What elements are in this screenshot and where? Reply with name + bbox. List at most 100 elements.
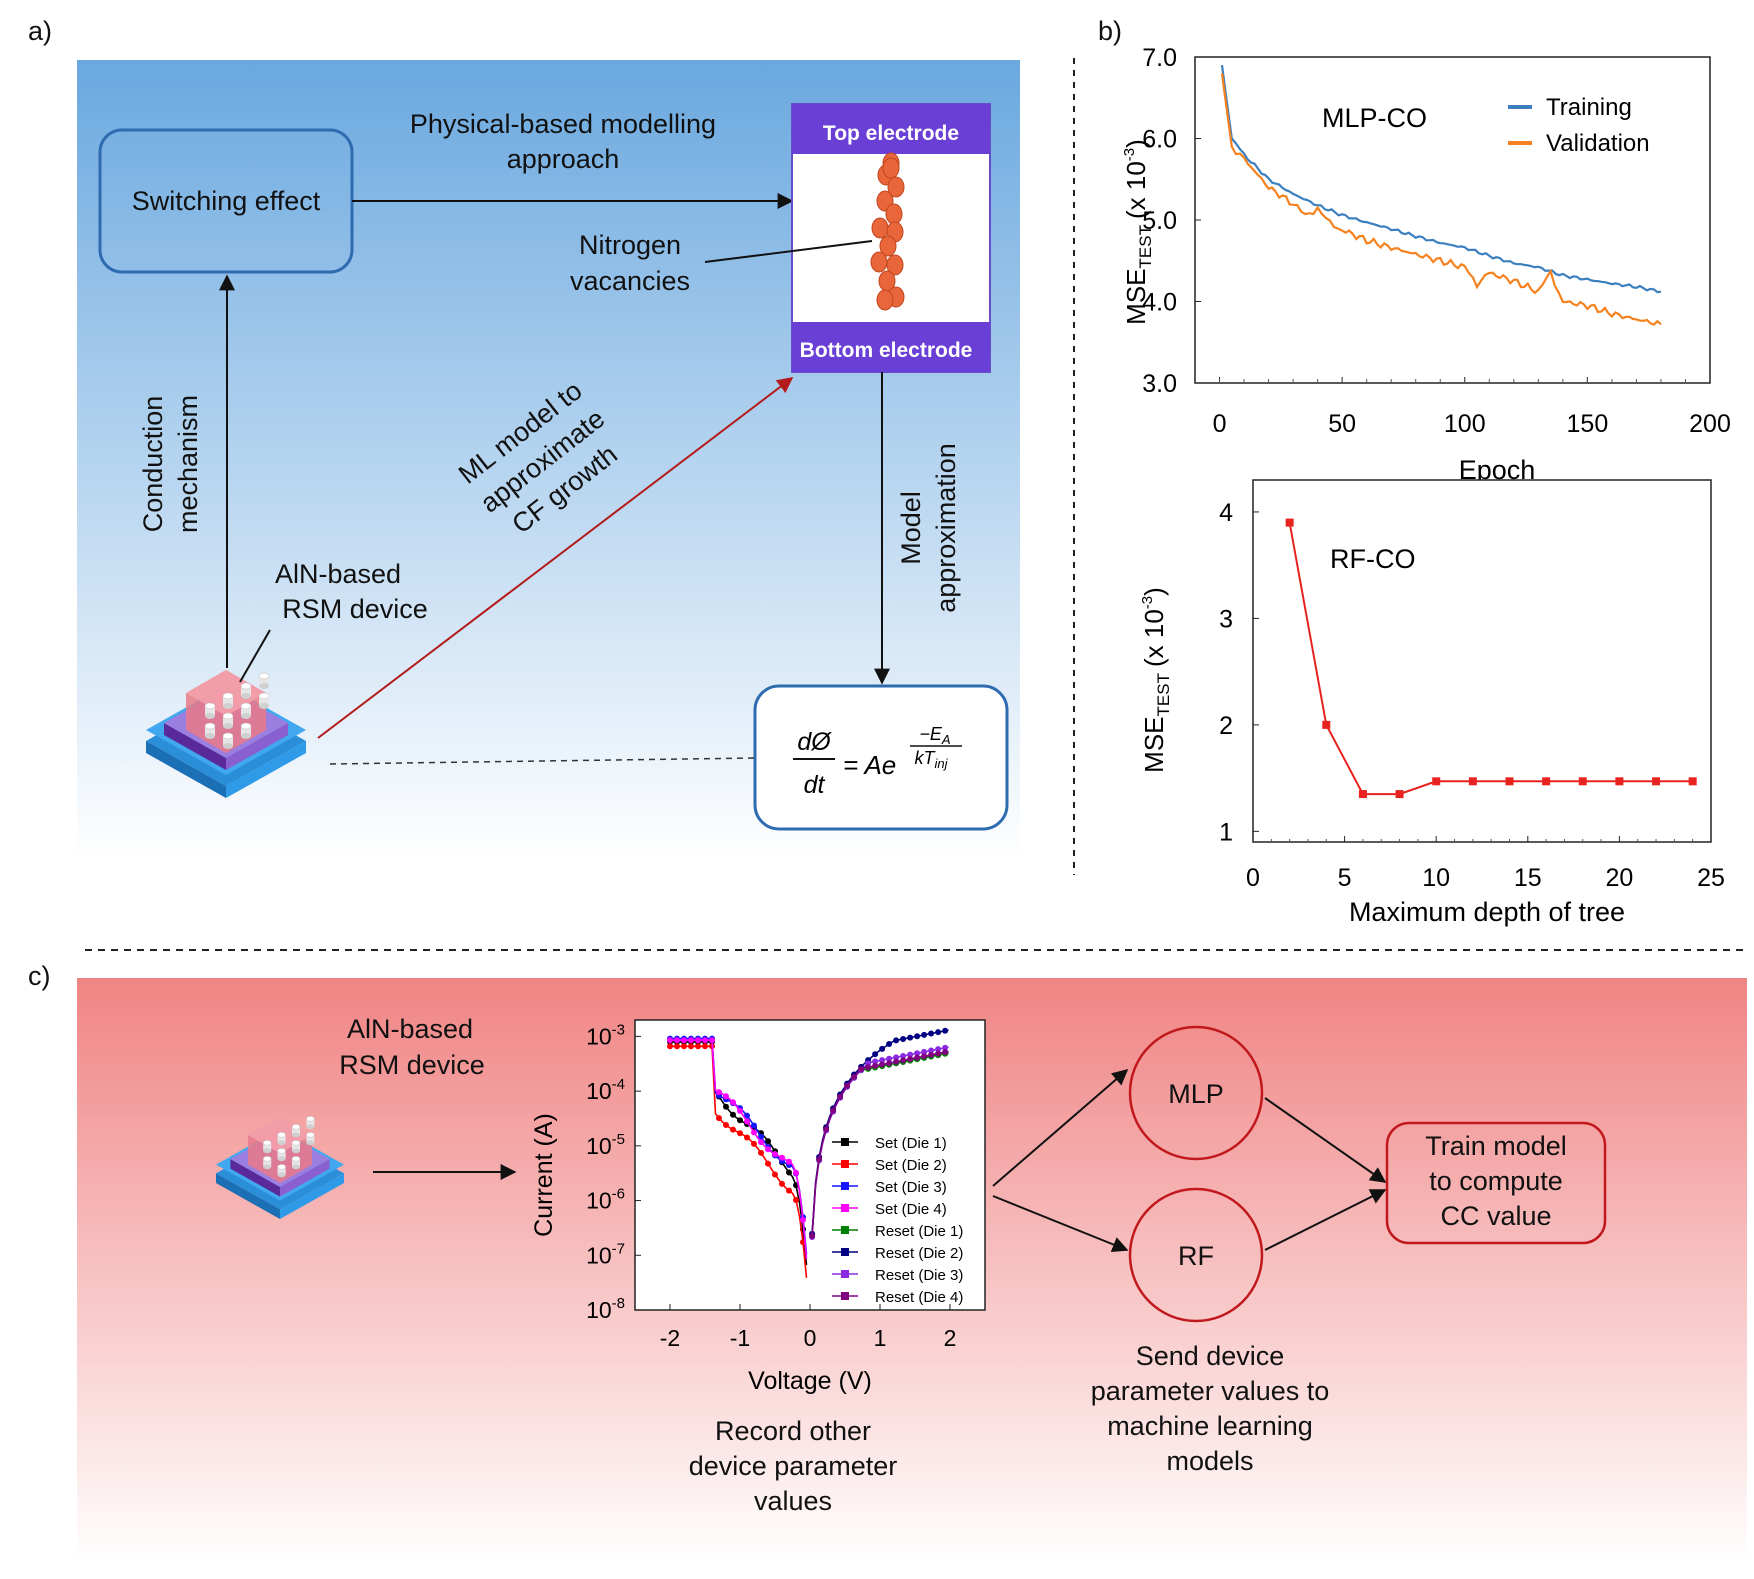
iv-point bbox=[800, 1216, 806, 1223]
x-axis-label: Maximum depth of tree bbox=[1349, 897, 1625, 927]
iv-point bbox=[674, 1043, 680, 1050]
x-tick-label: 25 bbox=[1697, 864, 1725, 892]
pillar-body bbox=[223, 716, 233, 726]
iv-point bbox=[928, 1030, 935, 1037]
y-tick-label: 3.0 bbox=[1142, 370, 1177, 398]
iv-legend-label: Reset (Die 3) bbox=[875, 1267, 963, 1284]
pillar-bottom bbox=[259, 703, 269, 709]
iv-point bbox=[793, 1169, 799, 1176]
iv-point bbox=[858, 1066, 865, 1073]
iv-point bbox=[709, 1037, 715, 1044]
data-point bbox=[1468, 777, 1477, 786]
conductive-filament bbox=[870, 152, 905, 311]
panel-a-letter: a) bbox=[28, 16, 52, 46]
panel-a: a) Switching effect Physical-based model… bbox=[28, 16, 1020, 860]
iv-point bbox=[758, 1149, 764, 1156]
iv-point bbox=[730, 1126, 736, 1133]
pillar-bottom bbox=[241, 733, 251, 739]
eq-denominator: dt bbox=[804, 771, 826, 799]
x-tick-label: 100 bbox=[1444, 410, 1486, 438]
x-tick-label: 1 bbox=[874, 1325, 887, 1351]
iv-point bbox=[779, 1154, 785, 1161]
nitrogen-vacancies-line2: vacancies bbox=[570, 266, 690, 296]
iv-legend-marker bbox=[841, 1138, 849, 1146]
top-electrode bbox=[792, 104, 990, 154]
iv-point bbox=[681, 1043, 687, 1050]
iv-point bbox=[674, 1037, 680, 1044]
model-approximation-line2: approximation bbox=[931, 443, 961, 613]
pillar-bottom bbox=[292, 1164, 300, 1170]
pillar-bottom bbox=[277, 1140, 286, 1146]
iv-point bbox=[695, 1037, 701, 1044]
iv-legend-label: Set (Die 3) bbox=[875, 1179, 947, 1196]
panel-b: b) 3.04.05.06.07.00 50 100 150 200TrainingVa… bbox=[1098, 16, 1731, 927]
plot-area bbox=[634, 1019, 986, 1311]
iv-point bbox=[737, 1107, 743, 1114]
send-text-line3: machine learning bbox=[1107, 1411, 1313, 1441]
y-tick-label: 1 bbox=[1219, 818, 1233, 846]
pillar-body bbox=[263, 1158, 272, 1167]
device-equation-dashed-link bbox=[329, 757, 756, 765]
iv-point bbox=[865, 1064, 872, 1071]
pillar-body bbox=[263, 1142, 272, 1151]
iv-point bbox=[751, 1122, 757, 1129]
x-tick-label: -1 bbox=[730, 1325, 750, 1351]
iv-legend-label: Reset (Die 4) bbox=[875, 1289, 963, 1306]
device-label-a-line2: RSM device bbox=[282, 594, 428, 624]
pillar-top bbox=[240, 682, 252, 690]
iv-point bbox=[914, 1033, 921, 1040]
record-text-line2: device parameter bbox=[689, 1451, 898, 1481]
iv-legend-label: Reset (Die 2) bbox=[875, 1245, 963, 1262]
pillar-top bbox=[277, 1132, 286, 1138]
iv-point bbox=[758, 1133, 764, 1140]
legend-label-training: Training bbox=[1546, 94, 1632, 121]
equation: dØ dt = Ae −EA kTinj bbox=[793, 724, 962, 799]
x-tick-label: 10 bbox=[1422, 864, 1450, 892]
y-tick-label: 2 bbox=[1219, 712, 1233, 740]
iv-point bbox=[872, 1058, 879, 1065]
pillar-body bbox=[306, 1134, 315, 1143]
iv-legend-marker bbox=[841, 1226, 849, 1234]
iv-legend-label: Reset (Die 1) bbox=[875, 1223, 963, 1240]
pillar-top bbox=[262, 1156, 272, 1162]
x-tick-label: 5 bbox=[1338, 864, 1352, 892]
train-text-line3: CC value bbox=[1440, 1201, 1551, 1231]
iv-point bbox=[793, 1197, 799, 1204]
y-tick-label: 7.0 bbox=[1142, 44, 1177, 72]
record-text-line1: Record other bbox=[715, 1416, 871, 1446]
iv-point bbox=[751, 1129, 757, 1136]
iv-point bbox=[907, 1051, 914, 1058]
iv-point bbox=[744, 1118, 750, 1125]
iv-point bbox=[893, 1054, 900, 1061]
eq-numerator: dØ bbox=[797, 728, 832, 756]
iv-point bbox=[695, 1043, 701, 1050]
iv-point bbox=[823, 1126, 830, 1133]
x-tick-label: 50 bbox=[1328, 410, 1356, 438]
iv-point bbox=[900, 1036, 907, 1043]
data-point bbox=[1322, 720, 1331, 729]
iv-point bbox=[765, 1138, 771, 1145]
iv-point bbox=[816, 1156, 823, 1163]
pillar-body bbox=[205, 726, 215, 736]
iv-point bbox=[928, 1047, 935, 1054]
arrow-ml-model bbox=[317, 377, 794, 739]
iv-point bbox=[928, 1051, 935, 1058]
train-text-line1: Train model bbox=[1425, 1131, 1567, 1161]
pillar-bottom bbox=[223, 723, 233, 729]
iv-legend-marker bbox=[841, 1248, 849, 1256]
pillar-top bbox=[291, 1140, 301, 1146]
iv-point bbox=[751, 1140, 757, 1147]
data-point bbox=[1395, 790, 1404, 799]
iv-point bbox=[830, 1107, 837, 1114]
pillar-top bbox=[262, 1140, 272, 1146]
data-point bbox=[1285, 518, 1294, 527]
data-point bbox=[1505, 777, 1514, 786]
pillar-bottom bbox=[223, 703, 233, 709]
device-label-a-line1: AlN-based bbox=[275, 559, 401, 589]
data-point bbox=[1615, 777, 1624, 786]
iv-point bbox=[879, 1057, 886, 1064]
pillar-bottom bbox=[263, 1148, 272, 1154]
iv-ylabel: Current (A) bbox=[530, 1113, 558, 1237]
conduction-mechanism-line1: Conduction bbox=[138, 396, 168, 533]
